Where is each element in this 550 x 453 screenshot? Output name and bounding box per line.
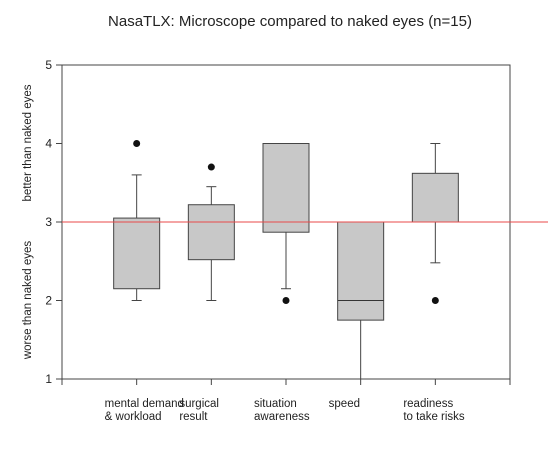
y-axis-label-lower: worse than naked eyes xyxy=(22,241,34,361)
y-tick-label: 2 xyxy=(45,294,52,308)
category-label-line: situation xyxy=(254,398,297,410)
category-label-5: readiness to take risks xyxy=(403,398,465,423)
category-label-line: surgical xyxy=(179,398,219,410)
box-5 xyxy=(411,143,459,304)
box-body xyxy=(187,204,235,261)
category-label-line: speed xyxy=(329,398,360,410)
y-tick-label: 5 xyxy=(45,58,52,72)
axes: 1 2 3 4 5 xyxy=(45,58,511,386)
box-body xyxy=(113,217,161,290)
y-tick-label: 4 xyxy=(45,137,52,151)
box-body xyxy=(411,172,459,223)
category-label-line: awareness xyxy=(254,411,310,423)
category-label-line: result xyxy=(179,411,208,423)
category-label-line: readiness xyxy=(403,398,453,410)
box-1 xyxy=(113,140,161,301)
category-label-line: to take risks xyxy=(403,411,465,423)
boxes xyxy=(113,140,459,379)
box-body xyxy=(337,221,385,321)
box-2 xyxy=(187,163,235,301)
category-label-3: situation awareness xyxy=(254,398,310,423)
category-label-line: & workload xyxy=(105,411,162,423)
box-3 xyxy=(262,143,310,304)
outlier-point xyxy=(207,163,215,171)
category-label-2: surgical result xyxy=(179,398,219,423)
category-label-1: mental demand & workload xyxy=(105,398,184,423)
outlier-point xyxy=(282,297,290,304)
chart-title: NasaTLX: Microscope compared to naked ey… xyxy=(108,13,472,30)
outlier-point xyxy=(133,140,141,147)
category-label-line: mental demand xyxy=(105,398,184,410)
outlier-point xyxy=(431,297,439,304)
category-label-4: speed xyxy=(329,398,360,410)
y-axis-label-upper: better than naked eyes xyxy=(22,84,34,201)
box-4 xyxy=(337,221,385,379)
box-body xyxy=(262,143,310,233)
y-tick-label: 3 xyxy=(45,215,52,229)
y-tick-label: 1 xyxy=(45,372,52,386)
